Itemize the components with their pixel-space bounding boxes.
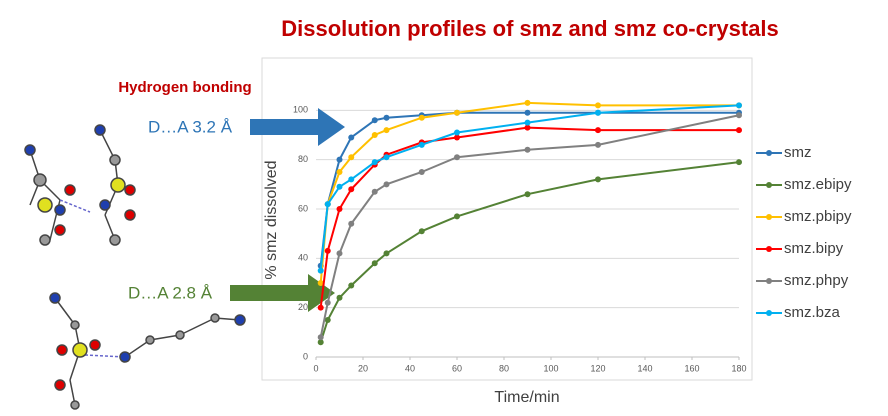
y-tick-label: 80 (298, 154, 308, 164)
data-point (348, 134, 354, 140)
data-point (384, 154, 390, 160)
x-tick-label: 80 (499, 363, 509, 373)
data-point (325, 248, 331, 254)
chart: Dissolution profiles of smz and smz co-c… (0, 0, 888, 416)
data-point (595, 102, 601, 108)
data-point (595, 127, 601, 133)
data-point (419, 228, 425, 234)
data-point (372, 117, 378, 123)
data-point (318, 268, 324, 274)
data-point (337, 157, 343, 163)
data-point (318, 334, 324, 340)
y-tick-label: 60 (298, 203, 308, 213)
data-point (318, 305, 324, 311)
data-point (348, 154, 354, 160)
data-point (419, 115, 425, 121)
y-tick-label: 40 (298, 253, 308, 263)
legend-swatch (766, 278, 772, 284)
x-tick-label: 160 (684, 363, 699, 373)
data-point (419, 142, 425, 148)
x-tick-label: 120 (590, 363, 605, 373)
data-point (595, 176, 601, 182)
data-point (384, 127, 390, 133)
chart-title: Dissolution profiles of smz and smz co-c… (281, 16, 779, 41)
y-axis-label: % smz dissolved (263, 160, 280, 279)
data-point (337, 184, 343, 190)
data-point (384, 250, 390, 256)
data-point (372, 260, 378, 266)
data-point (525, 120, 531, 126)
data-point (348, 176, 354, 182)
legend-label: smz.bipy (784, 240, 844, 257)
molecule-image (25, 125, 135, 245)
data-point (454, 154, 460, 160)
data-point (595, 110, 601, 116)
data-point (454, 130, 460, 136)
data-point (348, 282, 354, 288)
data-point (348, 186, 354, 192)
x-tick-label: 0 (313, 363, 318, 373)
data-point (595, 142, 601, 148)
data-point (525, 191, 531, 197)
x-tick-label: 20 (358, 363, 368, 373)
y-tick-label: 0 (303, 351, 308, 361)
data-point (337, 295, 343, 301)
legend-label: smz.ebipy (784, 176, 852, 193)
molecule-image (50, 293, 245, 409)
distance-label: D…A 3.2 Å (148, 117, 233, 136)
data-point (736, 112, 742, 118)
data-point (736, 127, 742, 133)
data-point (384, 181, 390, 187)
data-point (337, 250, 343, 256)
x-tick-label: 60 (452, 363, 462, 373)
x-axis-label: Time/min (494, 389, 559, 406)
data-point (736, 159, 742, 165)
y-tick-label: 100 (293, 105, 308, 115)
legend-label: smz.bza (784, 304, 841, 321)
distance-label: D…A 2.8 Å (128, 283, 213, 302)
data-point (348, 221, 354, 227)
legend-swatch (766, 310, 772, 316)
y-tick-label: 20 (298, 302, 308, 312)
data-point (337, 206, 343, 212)
data-point (372, 132, 378, 138)
data-point (325, 201, 331, 207)
data-point (325, 300, 331, 306)
data-point (454, 213, 460, 219)
data-point (525, 110, 531, 116)
slide: Dissolution profiles of smz and smz co-c… (0, 0, 888, 416)
data-point (384, 115, 390, 121)
x-tick-label: 100 (543, 363, 558, 373)
heading: Hydrogen bonding (118, 79, 251, 96)
data-point (337, 169, 343, 175)
data-point (736, 102, 742, 108)
data-point (454, 110, 460, 116)
data-point (525, 147, 531, 153)
legend-swatch (766, 246, 772, 252)
x-tick-label: 180 (731, 363, 746, 373)
legend-label: smz.phpy (784, 272, 849, 289)
data-point (419, 169, 425, 175)
legend-label: smz (784, 144, 812, 161)
data-point (525, 100, 531, 106)
legend-label: smz.pbipy (784, 208, 852, 225)
x-tick-label: 140 (637, 363, 652, 373)
legend-swatch (766, 150, 772, 156)
data-point (372, 189, 378, 195)
x-tick-label: 40 (405, 363, 415, 373)
legend-swatch (766, 182, 772, 188)
legend-swatch (766, 214, 772, 220)
data-point (372, 159, 378, 165)
